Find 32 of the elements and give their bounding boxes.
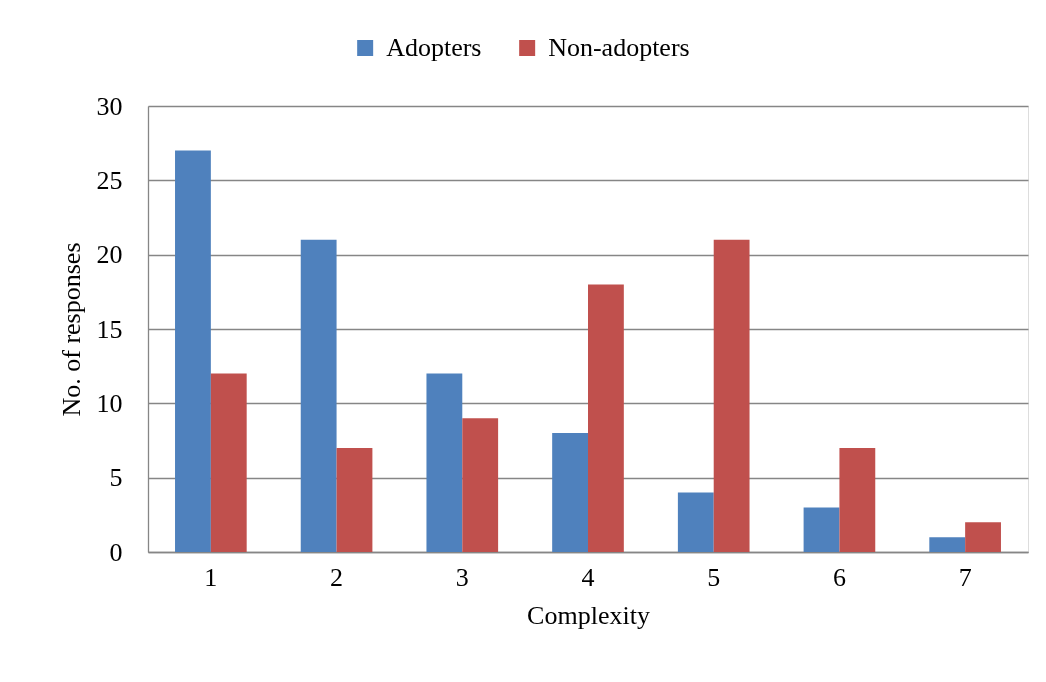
x-tick-label: 3 [455, 562, 469, 592]
bar [929, 537, 966, 552]
bar [713, 239, 750, 552]
bar [552, 433, 588, 552]
bar [839, 447, 876, 552]
legend-label: Adopters [386, 33, 482, 62]
bar [588, 284, 624, 552]
bar [300, 239, 337, 552]
y-tick-label: 20 [96, 240, 123, 270]
bar [677, 492, 714, 552]
y-tick-label: 0 [109, 537, 123, 567]
x-tick-label: 6 [832, 562, 846, 592]
y-tick-label: 25 [96, 165, 123, 195]
bar [175, 150, 211, 552]
bar [336, 447, 373, 552]
bar [210, 373, 247, 552]
x-axis-title: Complexity [527, 600, 650, 630]
bar [965, 522, 1001, 552]
x-tick-label: 2 [330, 562, 344, 592]
x-tick-label: 5 [707, 562, 721, 592]
bar [426, 373, 463, 552]
bar [462, 418, 499, 552]
x-tick-label: 4 [581, 562, 595, 592]
bar [803, 507, 840, 552]
y-tick-label: 30 [96, 91, 123, 121]
y-tick-label: 10 [96, 388, 123, 418]
legend-label: Non-adopters [548, 33, 690, 62]
x-tick-label: 1 [204, 562, 218, 592]
y-tick-label: 5 [109, 463, 123, 493]
x-tick-label: 7 [958, 562, 972, 592]
y-axis-title: No. of responses [56, 242, 86, 417]
y-tick-label: 15 [96, 314, 123, 344]
